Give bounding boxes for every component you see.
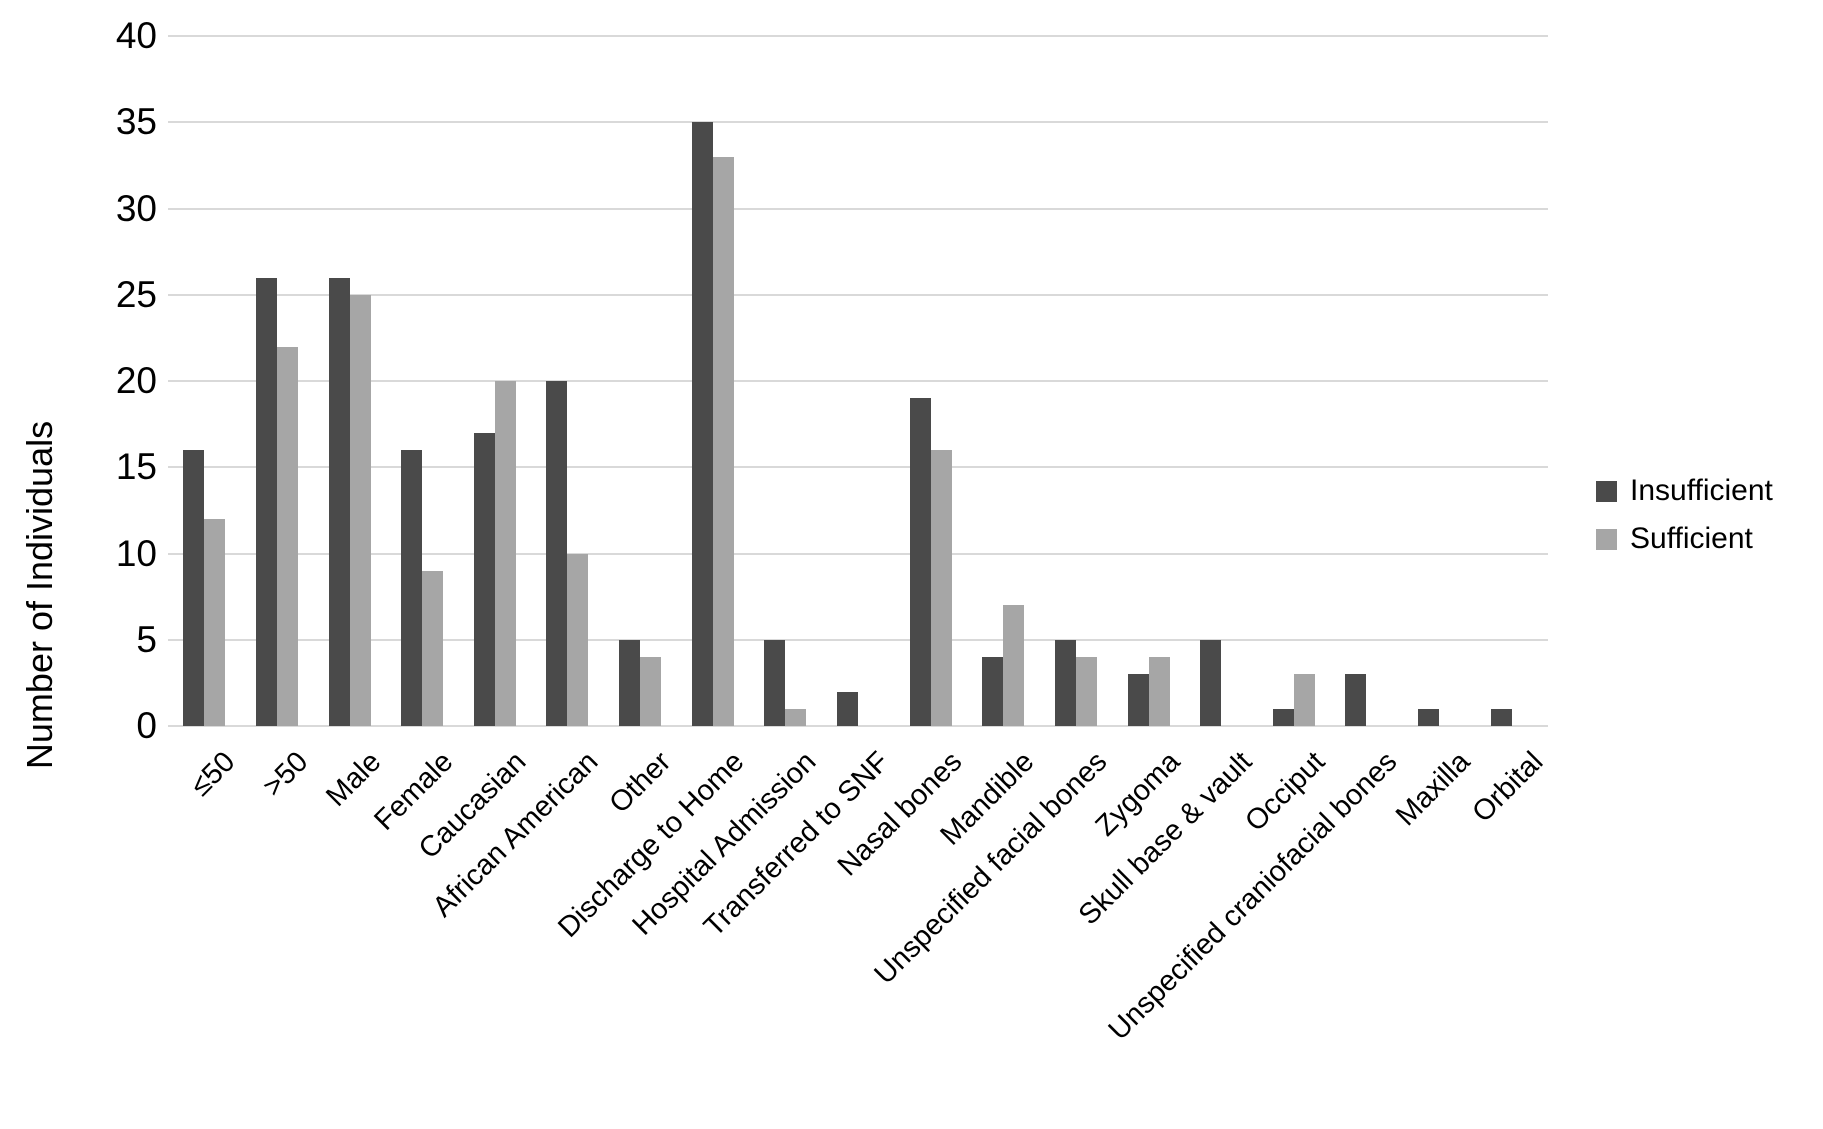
bar-sufficient-50 (204, 519, 226, 726)
y-tick-label-35: 35 (115, 101, 157, 143)
gridline-y-40 (168, 35, 1548, 37)
bar-insufficient-caucasian (473, 432, 495, 726)
legend-label-sufficient: Sufficient (1630, 522, 1753, 555)
bar-insufficient-mandible (982, 657, 1004, 726)
bar-insufficient-hospital-admission (764, 639, 786, 726)
bar-sufficient-mandible (1003, 605, 1025, 726)
bar-insufficient-other (619, 639, 641, 726)
bar-sufficient-occiput (1293, 674, 1315, 726)
bar-insufficient-transferred-to-snf (837, 691, 858, 726)
gridline-y-25 (168, 293, 1548, 296)
y-tick-label-5: 5 (136, 618, 157, 660)
bar-sufficient-nasal-bones (930, 450, 952, 726)
bar-sufficient-other (640, 657, 662, 726)
y-tick-label-20: 20 (115, 360, 157, 401)
y-tick-label-0: 0 (136, 705, 157, 746)
bar-insufficient-orbital (1490, 708, 1512, 726)
gridline-y-20 (168, 380, 1548, 382)
bar-sufficient-discharge-to-home (712, 156, 734, 726)
y-tick-label-15: 15 (115, 446, 157, 488)
legend-label-insufficient: Insufficient (1630, 474, 1773, 507)
bar-insufficient-maxilla (1418, 708, 1440, 726)
gridline-y-30 (168, 207, 1548, 210)
gridline-y-10 (168, 552, 1548, 555)
bar-insufficient-50 (255, 277, 277, 726)
gridline-y-0 (168, 725, 1548, 727)
y-axis-title-wrap: Number of Individuals (0, 250, 80, 940)
legend-swatch-sufficient (1596, 528, 1617, 550)
bar-insufficient-female (401, 450, 423, 726)
bar-insufficient-african-american (546, 381, 568, 726)
bar-insufficient-unspecified-craniofacial-bones (1345, 674, 1367, 726)
bar-sufficient-hospital-admission (785, 708, 807, 726)
legend-swatch-insufficient (1596, 480, 1617, 502)
bar-insufficient-50 (183, 450, 205, 726)
y-tick-label-40: 40 (115, 15, 157, 56)
bar-sufficient-unspecified-facial-bones (1075, 657, 1097, 726)
bar-insufficient-skull-base-vault (1200, 639, 1222, 726)
bar-insufficient-unspecified-facial-bones (1054, 639, 1076, 726)
bar-insufficient-occiput (1272, 708, 1294, 726)
y-tick-label-25: 25 (115, 273, 157, 315)
bar-sufficient-african-american (567, 553, 589, 726)
bar-sufficient-male (349, 294, 371, 726)
bar-sufficient-female (422, 570, 444, 726)
gridline-y-5 (168, 638, 1548, 641)
gridline-y-15 (168, 466, 1548, 469)
bar-insufficient-nasal-bones (909, 398, 931, 726)
legend-item-insufficient: Insufficient (1596, 474, 1773, 507)
legend: Insufficient Sufficient (1596, 474, 1773, 555)
y-tick-label-10: 10 (115, 532, 157, 574)
gridline-y-35 (168, 121, 1548, 124)
bar-sufficient-zygoma (1148, 657, 1170, 726)
legend-item-sufficient: Sufficient (1596, 522, 1773, 555)
bar-sufficient-caucasian (494, 381, 516, 726)
bar-insufficient-male (328, 277, 350, 726)
bar-sufficient-50 (276, 346, 298, 726)
y-tick-label-30: 30 (115, 187, 157, 229)
bar-insufficient-discharge-to-home (691, 122, 713, 726)
bar-insufficient-zygoma (1127, 674, 1149, 726)
